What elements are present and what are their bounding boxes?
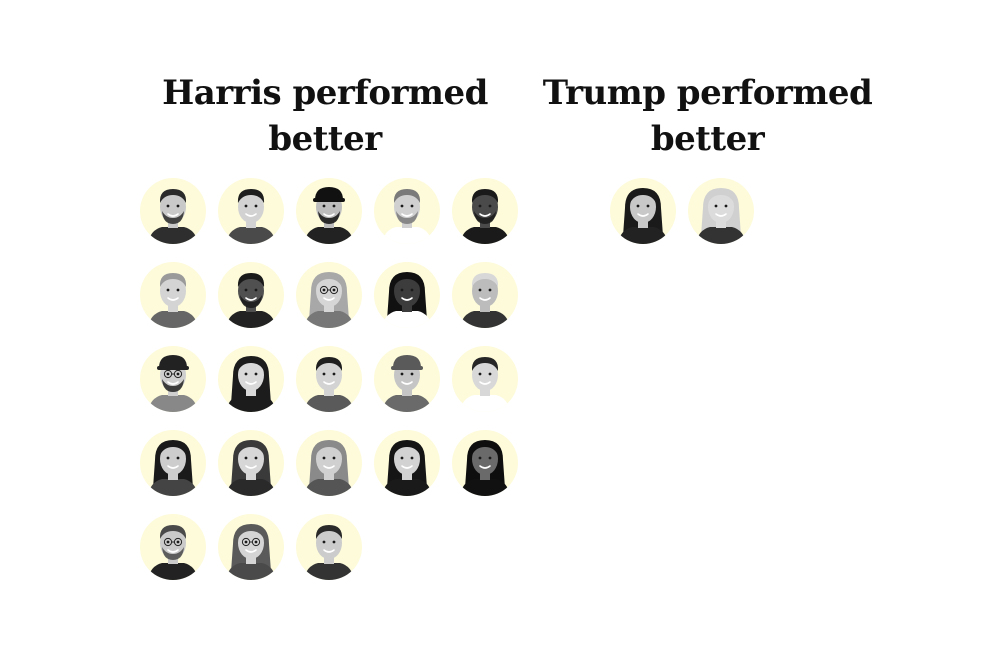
- trump-column: Trump performed better: [540, 70, 875, 244]
- trump-heading-line-1: Trump performed: [542, 73, 873, 113]
- avatar-icon: [226, 356, 276, 412]
- portrait-harris-19: [374, 430, 440, 496]
- portrait-harris-4: [374, 178, 440, 244]
- avatar-icon: [304, 440, 354, 496]
- harris-heading: Harris performed better: [130, 70, 520, 162]
- portrait-harris-11: [140, 346, 206, 412]
- portrait-trump-1: [610, 178, 676, 244]
- avatar-icon: [148, 355, 198, 412]
- portrait-harris-7: [218, 262, 284, 328]
- avatar-icon: [460, 189, 510, 244]
- avatar-icon: [382, 189, 432, 244]
- portrait-harris-5: [452, 178, 518, 244]
- avatar-icon: [460, 273, 510, 328]
- avatar-icon: [382, 272, 432, 328]
- portrait-harris-14: [374, 346, 440, 412]
- avatar-icon: [618, 188, 668, 244]
- avatar-icon: [148, 273, 198, 328]
- portrait-harris-8: [296, 262, 362, 328]
- portrait-harris-18: [296, 430, 362, 496]
- portrait-harris-16: [140, 430, 206, 496]
- avatar-icon: [148, 189, 198, 244]
- avatar-icon: [696, 188, 746, 244]
- portrait-harris-3: [296, 178, 362, 244]
- avatar-icon: [226, 524, 276, 580]
- portrait-harris-9: [374, 262, 440, 328]
- harris-heading-line-1: Harris performed: [162, 73, 488, 113]
- harris-column: Harris performed better: [130, 70, 520, 580]
- portrait-trump-2: [688, 178, 754, 244]
- portrait-harris-1: [140, 178, 206, 244]
- avatar-icon: [226, 189, 276, 244]
- portrait-harris-21: [140, 514, 206, 580]
- avatar-icon: [382, 440, 432, 496]
- portrait-harris-15: [452, 346, 518, 412]
- trump-portrait-grid: [610, 178, 988, 244]
- portrait-harris-10: [452, 262, 518, 328]
- avatar-icon: [382, 355, 432, 412]
- harris-portrait-grid: [140, 178, 518, 580]
- portrait-harris-20: [452, 430, 518, 496]
- portrait-harris-6: [140, 262, 206, 328]
- avatar-icon: [148, 525, 198, 580]
- portrait-harris-17: [218, 430, 284, 496]
- portrait-harris-12: [218, 346, 284, 412]
- avatar-icon: [460, 440, 510, 496]
- avatar-icon: [226, 440, 276, 496]
- portrait-harris-22: [218, 514, 284, 580]
- portrait-harris-2: [218, 178, 284, 244]
- portrait-harris-23: [296, 514, 362, 580]
- avatar-icon: [226, 273, 276, 328]
- avatar-icon: [304, 525, 354, 580]
- harris-heading-line-2: better: [268, 119, 382, 159]
- trump-heading: Trump performed better: [540, 70, 875, 162]
- avatar-icon: [304, 272, 354, 328]
- avatar-icon: [148, 440, 198, 496]
- avatar-icon: [304, 187, 354, 244]
- avatar-icon: [460, 357, 510, 412]
- avatar-icon: [304, 357, 354, 412]
- trump-heading-line-2: better: [650, 119, 765, 159]
- portrait-harris-13: [296, 346, 362, 412]
